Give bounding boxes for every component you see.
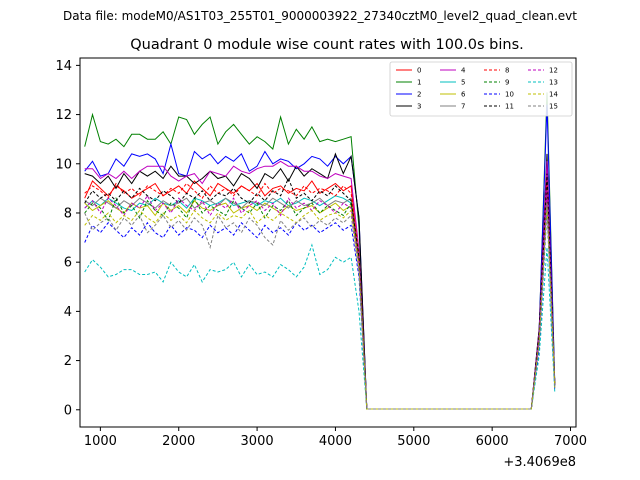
x-tick-label: 5000 <box>397 434 430 449</box>
series-line-1 <box>84 92 556 410</box>
x-axis: 1000 2000 3000 4000 5000 6000 7000 <box>84 427 587 449</box>
y-axis: 0 2 4 6 8 10 12 14 <box>55 59 80 418</box>
legend-label-5: 5 <box>461 79 465 87</box>
series-line-8 <box>84 180 556 410</box>
x-offset-label: +3.4069e8 <box>503 455 576 470</box>
legend-label-3: 3 <box>417 103 421 111</box>
series-line-5 <box>84 195 556 410</box>
legend-label-2: 2 <box>417 91 421 99</box>
legend-label-12: 12 <box>549 67 558 75</box>
series-line-7 <box>84 188 556 410</box>
series-line-6 <box>84 195 556 410</box>
legend-box <box>389 61 573 117</box>
series-line-2 <box>84 104 556 410</box>
y-tick-label: 2 <box>64 354 72 369</box>
x-tick-label: 7000 <box>554 434 587 449</box>
legend-label-4: 4 <box>461 67 466 75</box>
y-tick-label: 6 <box>64 256 72 271</box>
y-tick-label: 4 <box>64 305 72 320</box>
series-line-3 <box>84 152 556 410</box>
x-tick-label: 4000 <box>319 434 352 449</box>
legend-label-8: 8 <box>505 67 509 75</box>
legend-label-7: 7 <box>461 103 465 111</box>
figure-suptitle: Data file: modeM0/AS1T03_255T01_90000039… <box>63 9 577 23</box>
legend-label-13: 13 <box>549 79 558 87</box>
series-line-9 <box>84 193 556 410</box>
series-line-15 <box>84 203 556 410</box>
series-line-10 <box>84 210 556 410</box>
y-tick-label: 14 <box>55 59 72 74</box>
chart-title: Quadrant 0 module wise count rates with … <box>130 37 524 53</box>
legend-label-6: 6 <box>461 91 466 99</box>
y-tick-label: 8 <box>64 206 72 221</box>
series-line-12 <box>84 190 556 410</box>
plot-area <box>84 92 556 410</box>
legend-label-0: 0 <box>417 67 421 75</box>
legend-label-1: 1 <box>417 79 421 87</box>
x-tick-label: 1000 <box>84 434 117 449</box>
axes-frame <box>79 57 577 428</box>
legend-label-14: 14 <box>549 91 558 99</box>
legend-label-15: 15 <box>549 103 558 111</box>
legend-label-9: 9 <box>505 79 509 87</box>
legend-label-10: 10 <box>505 91 514 99</box>
series-line-13 <box>84 243 556 410</box>
series-line-14 <box>84 205 556 410</box>
x-tick-label: 2000 <box>162 434 195 449</box>
x-tick-label: 3000 <box>241 434 274 449</box>
legend-label-11: 11 <box>505 103 514 111</box>
x-tick-label: 6000 <box>476 434 509 449</box>
series-line-4 <box>84 160 556 410</box>
y-tick-label: 12 <box>55 108 72 123</box>
series-line-11 <box>84 173 556 410</box>
y-tick-label: 0 <box>64 403 72 418</box>
y-tick-label: 10 <box>55 157 72 172</box>
